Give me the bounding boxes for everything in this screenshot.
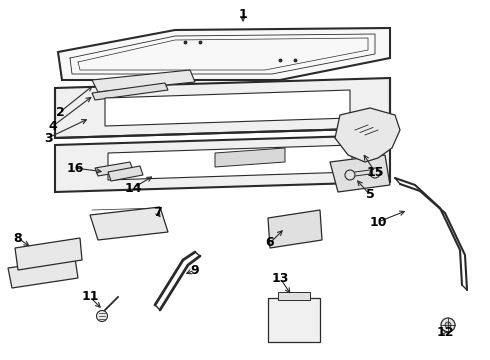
Polygon shape (58, 28, 390, 80)
Text: 11: 11 (81, 291, 99, 303)
Polygon shape (95, 162, 133, 176)
Polygon shape (92, 83, 168, 100)
Text: 2: 2 (56, 105, 64, 118)
Polygon shape (105, 90, 350, 126)
Polygon shape (268, 210, 322, 248)
Text: 7: 7 (152, 206, 161, 219)
Text: 5: 5 (366, 189, 374, 202)
Circle shape (445, 322, 451, 328)
Text: 12: 12 (436, 325, 454, 338)
Polygon shape (15, 238, 82, 270)
Text: 4: 4 (49, 120, 57, 132)
Text: 8: 8 (14, 231, 23, 244)
Text: 9: 9 (191, 264, 199, 276)
Polygon shape (278, 292, 310, 300)
Polygon shape (8, 258, 78, 288)
Polygon shape (215, 148, 285, 167)
Circle shape (441, 318, 455, 332)
Text: 10: 10 (369, 216, 387, 229)
Text: 13: 13 (271, 271, 289, 284)
Polygon shape (335, 108, 400, 162)
Polygon shape (90, 207, 168, 240)
Text: 6: 6 (266, 237, 274, 249)
Polygon shape (92, 70, 195, 92)
Text: 15: 15 (366, 166, 384, 179)
Text: 3: 3 (44, 131, 52, 144)
Polygon shape (108, 145, 352, 180)
Polygon shape (55, 135, 390, 192)
Polygon shape (268, 298, 320, 342)
Circle shape (97, 310, 107, 321)
Polygon shape (55, 78, 390, 138)
Polygon shape (330, 155, 390, 192)
Text: 1: 1 (239, 8, 247, 21)
Text: 14: 14 (124, 181, 142, 194)
Polygon shape (108, 166, 143, 181)
Text: 16: 16 (66, 162, 84, 175)
